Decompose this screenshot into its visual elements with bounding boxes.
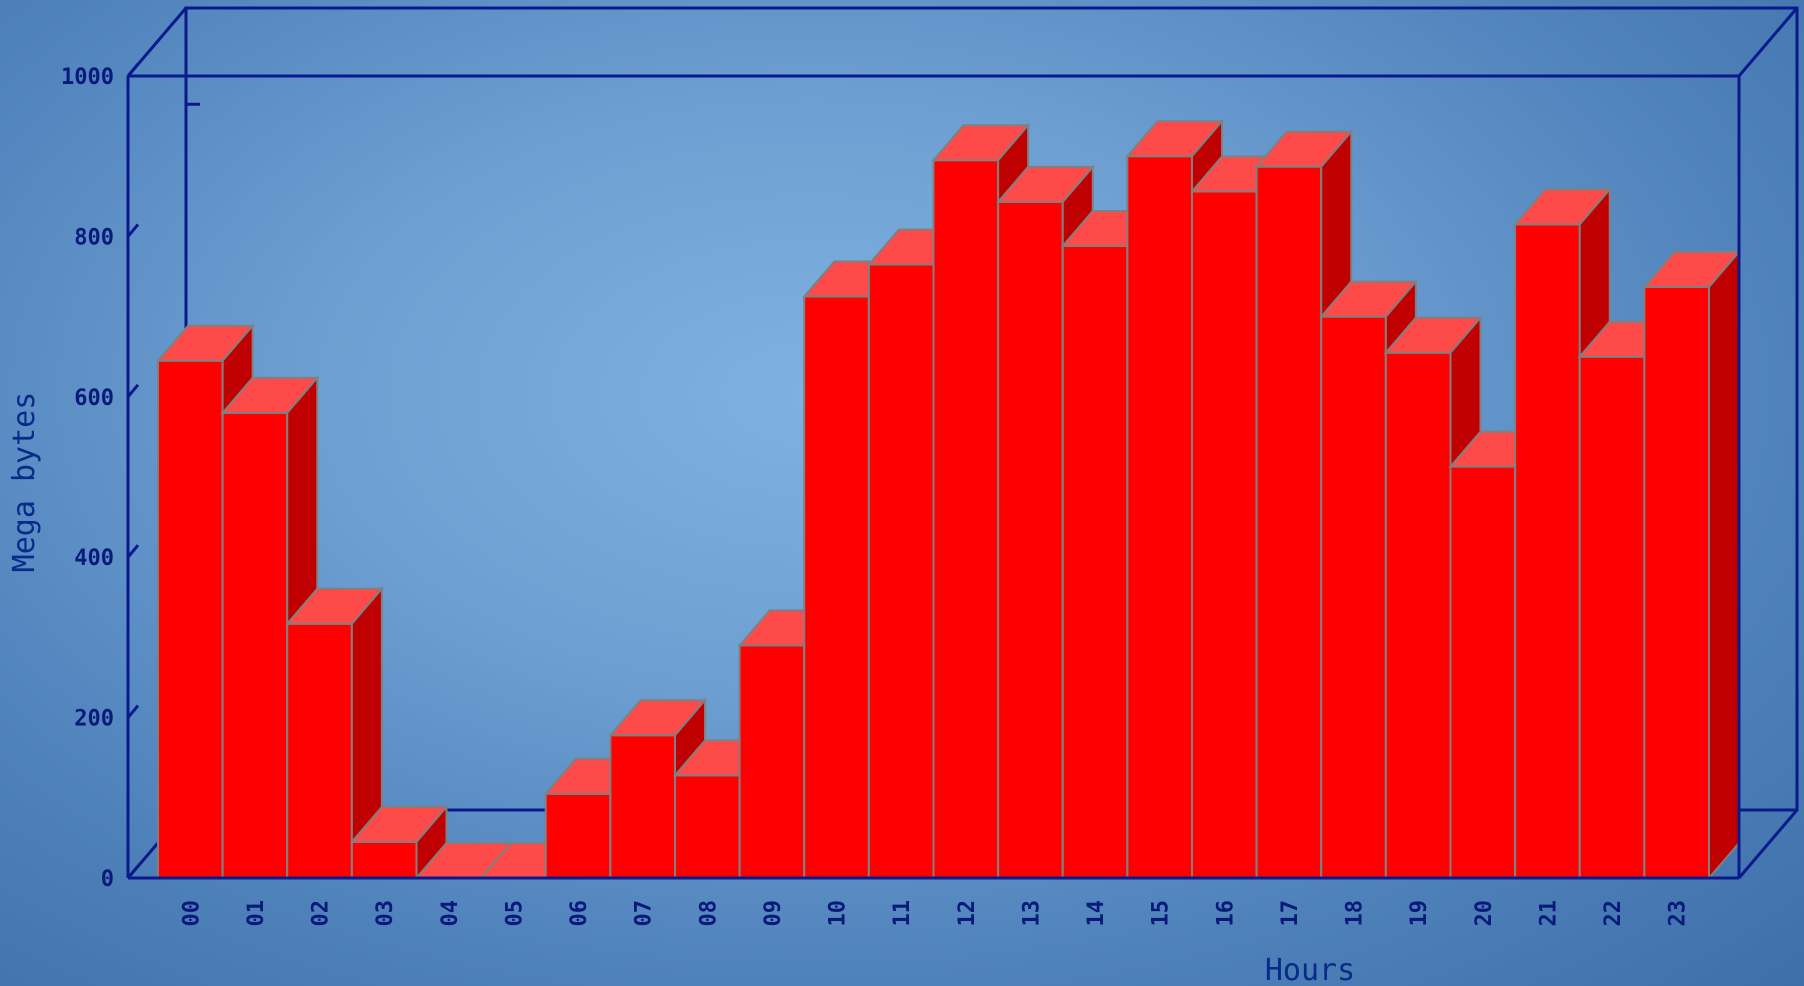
bar-front [997,200,1064,879]
bar-front [544,792,612,879]
x-tick-label: 09 [761,900,786,927]
depth-edge-top-right [1737,7,1799,77]
x-tick-label: 22 [1601,900,1626,927]
bar-23 [1642,249,1742,881]
bar-front [350,840,418,879]
bar-front [803,295,870,879]
bar-03 [349,804,449,881]
x-tick-label: 14 [1084,900,1109,927]
bar-front [157,359,224,879]
bar-front [1384,351,1452,879]
x-tick-label: 13 [1019,900,1044,927]
x-tick-label: 08 [696,900,721,927]
x-tick-label: 02 [309,900,334,927]
x-tick-label: 23 [1666,900,1691,927]
x-tick-label: 03 [373,900,398,927]
y-tick [126,865,140,879]
y-tick-label: 400 [74,546,114,571]
x-tick-label: 10 [826,900,851,927]
bar-front [1320,315,1387,880]
bar-front [1061,245,1129,880]
x-tick-label: 17 [1278,900,1303,927]
bar-front [609,734,676,880]
x-tick-label: 21 [1536,900,1561,927]
y-tick-label: 800 [74,225,114,250]
bar-front [1514,223,1581,879]
y-tick [126,704,140,719]
x-tick-label: 05 [502,900,527,927]
bar-front [1643,285,1710,879]
bar-front [221,411,289,879]
x-tick-label: 20 [1472,900,1497,927]
bar-front [738,644,806,879]
y-tick-label: 0 [101,867,114,892]
bar-side [1708,249,1740,881]
y-tick [126,63,140,77]
y-tick [126,223,140,238]
x-tick-label: 15 [1149,900,1174,927]
x-tick-label: 01 [244,900,269,927]
x-axis-ticks: 00 01 02 03 04 05 06 07 08 09 10 11 12 13 14 15 16 17 18 19… [179,900,1690,927]
bar-front [1255,165,1323,880]
x-tick-label: 12 [955,900,980,927]
x-tick-label: 11 [890,900,915,927]
x-tick-label: 07 [632,900,657,927]
y-tick-label: 1000 [61,65,114,90]
x-axis-title: Hours [1265,953,1355,986]
y-axis-ticks: 0 200 400 600 800 1000 [61,63,140,892]
y-tick [126,383,140,398]
bar-front [932,159,1000,879]
bar-front [1449,465,1517,879]
y-tick [126,544,140,559]
x-tick-label: 16 [1213,900,1238,927]
bar-front [1191,190,1258,880]
bar-02 [285,586,385,881]
x-tick-label: 00 [179,900,204,927]
bar-front [1126,155,1193,879]
bar-front [286,622,353,879]
y-tick-label: 600 [74,386,114,411]
bar-front [674,774,741,879]
x-tick-label: 06 [567,900,592,927]
x-tick-label: 04 [438,900,463,927]
bar-front [1578,355,1646,879]
bar-group [155,118,1742,881]
depth-edge-bottom-right [1737,809,1799,879]
bar-front [867,263,935,880]
x-tick-label: 19 [1407,900,1432,927]
chart-frame-front [126,74,1741,880]
y-tick-label: 200 [74,707,114,732]
y-axis-title: Mega bytes [7,392,42,573]
x-tick-label: 18 [1343,900,1368,927]
